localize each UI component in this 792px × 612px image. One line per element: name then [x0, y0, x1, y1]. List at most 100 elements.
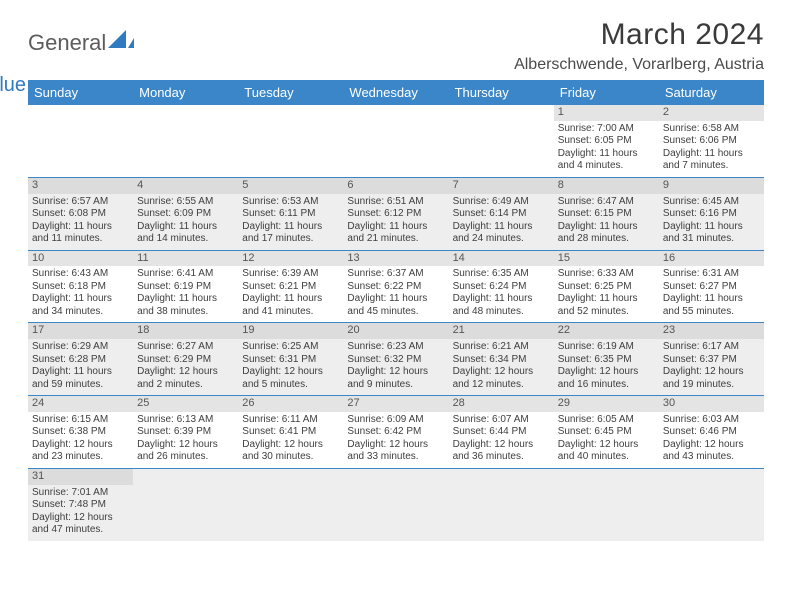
day-number: 10 [28, 251, 133, 267]
calendar-day: 31Sunrise: 7:01 AMSunset: 7:48 PMDayligh… [28, 469, 133, 541]
sunset-text: Sunset: 6:45 PM [558, 426, 655, 439]
calendar-day [133, 469, 238, 541]
page-header: General Blue March 2024 Alberschwende, V… [28, 18, 764, 74]
daylight-text: Daylight: 12 hours and 5 minutes. [242, 366, 339, 391]
sunrise-text: Sunrise: 6:51 AM [347, 196, 444, 209]
calendar-day: 14Sunrise: 6:35 AMSunset: 6:24 PMDayligh… [449, 251, 554, 323]
day-number: 29 [554, 396, 659, 412]
calendar-day [343, 105, 448, 177]
day-header-thursday: Thursday [449, 80, 554, 105]
sunrise-text: Sunrise: 7:01 AM [32, 487, 129, 500]
sunset-text: Sunset: 6:44 PM [453, 426, 550, 439]
calendar-day: 20Sunrise: 6:23 AMSunset: 6:32 PMDayligh… [343, 323, 448, 395]
logo-sail-icon [108, 28, 134, 54]
sunrise-text: Sunrise: 6:27 AM [137, 341, 234, 354]
sunset-text: Sunset: 6:14 PM [453, 208, 550, 221]
day-number: 17 [28, 323, 133, 339]
sunrise-text: Sunrise: 6:07 AM [453, 414, 550, 427]
sunset-text: Sunset: 6:16 PM [663, 208, 760, 221]
day-number: 19 [238, 323, 343, 339]
day-number: 18 [133, 323, 238, 339]
sunset-text: Sunset: 6:27 PM [663, 281, 760, 294]
sunset-text: Sunset: 6:34 PM [453, 354, 550, 367]
day-number: 27 [343, 396, 448, 412]
daylight-text: Daylight: 12 hours and 23 minutes. [32, 439, 129, 464]
day-number: 6 [343, 178, 448, 194]
calendar-day: 13Sunrise: 6:37 AMSunset: 6:22 PMDayligh… [343, 251, 448, 323]
calendar-day: 9 Sunrise: 6:45 AMSunset: 6:16 PMDaylight… [659, 178, 764, 250]
daylight-text: Daylight: 12 hours and 19 minutes. [663, 366, 760, 391]
daylight-text: Daylight: 12 hours and 33 minutes. [347, 439, 444, 464]
day-number: 21 [449, 323, 554, 339]
sunrise-text: Sunrise: 6:39 AM [242, 268, 339, 281]
sunset-text: Sunset: 6:28 PM [32, 354, 129, 367]
day-number: 13 [343, 251, 448, 267]
day-number: 4 [133, 178, 238, 194]
sunrise-text: Sunrise: 6:23 AM [347, 341, 444, 354]
day-header-tuesday: Tuesday [238, 80, 343, 105]
calendar-body: 1Sunrise: 7:00 AMSunset: 6:05 PMDaylight… [28, 105, 764, 541]
daylight-text: Daylight: 11 hours and 34 minutes. [32, 293, 129, 318]
day-number: 12 [238, 251, 343, 267]
day-header-saturday: Saturday [659, 80, 764, 105]
calendar-day: 5Sunrise: 6:53 AMSunset: 6:11 PMDaylight… [238, 178, 343, 250]
month-title: March 2024 [514, 18, 764, 52]
sunrise-text: Sunrise: 6:31 AM [663, 268, 760, 281]
calendar-day [449, 469, 554, 541]
sunrise-text: Sunrise: 6:03 AM [663, 414, 760, 427]
sunrise-text: Sunrise: 6:41 AM [137, 268, 234, 281]
logo-text-blue: Blue [0, 74, 26, 96]
sunset-text: Sunset: 6:32 PM [347, 354, 444, 367]
sunset-text: Sunset: 6:09 PM [137, 208, 234, 221]
daylight-text: Daylight: 11 hours and 11 minutes. [32, 221, 129, 246]
sunrise-text: Sunrise: 6:58 AM [663, 123, 760, 136]
day-number: 5 [238, 178, 343, 194]
sunset-text: Sunset: 6:22 PM [347, 281, 444, 294]
calendar-day: 28Sunrise: 6:07 AMSunset: 6:44 PMDayligh… [449, 396, 554, 468]
sunrise-text: Sunrise: 6:45 AM [663, 196, 760, 209]
title-block: March 2024 Alberschwende, Vorarlberg, Au… [514, 18, 764, 74]
sunset-text: Sunset: 6:12 PM [347, 208, 444, 221]
daylight-text: Daylight: 12 hours and 30 minutes. [242, 439, 339, 464]
sunrise-text: Sunrise: 6:33 AM [558, 268, 655, 281]
day-number: 26 [238, 396, 343, 412]
daylight-text: Daylight: 11 hours and 55 minutes. [663, 293, 760, 318]
sunset-text: Sunset: 6:06 PM [663, 135, 760, 148]
sunset-text: Sunset: 6:05 PM [558, 135, 655, 148]
sunset-text: Sunset: 6:11 PM [242, 208, 339, 221]
calendar-day: 29Sunrise: 6:05 AMSunset: 6:45 PMDayligh… [554, 396, 659, 468]
calendar-day: 21Sunrise: 6:21 AMSunset: 6:34 PMDayligh… [449, 323, 554, 395]
sunset-text: Sunset: 7:48 PM [32, 499, 129, 512]
sunrise-text: Sunrise: 6:13 AM [137, 414, 234, 427]
day-number: 7 [449, 178, 554, 194]
sunrise-text: Sunrise: 6:19 AM [558, 341, 655, 354]
sunrise-text: Sunrise: 7:00 AM [558, 123, 655, 136]
calendar-day: 11Sunrise: 6:41 AMSunset: 6:19 PMDayligh… [133, 251, 238, 323]
sunrise-text: Sunrise: 6:21 AM [453, 341, 550, 354]
calendar-day: 10Sunrise: 6:43 AMSunset: 6:18 PMDayligh… [28, 251, 133, 323]
day-number: 24 [28, 396, 133, 412]
calendar-day: 23Sunrise: 6:17 AMSunset: 6:37 PMDayligh… [659, 323, 764, 395]
sunset-text: Sunset: 6:25 PM [558, 281, 655, 294]
day-number: 11 [133, 251, 238, 267]
day-number: 30 [659, 396, 764, 412]
day-number: 9 [659, 178, 764, 194]
calendar-day: 8Sunrise: 6:47 AMSunset: 6:15 PMDaylight… [554, 178, 659, 250]
sunrise-text: Sunrise: 6:49 AM [453, 196, 550, 209]
day-number: 22 [554, 323, 659, 339]
logo-text-general: General [28, 30, 106, 56]
daylight-text: Daylight: 11 hours and 31 minutes. [663, 221, 760, 246]
sunset-text: Sunset: 6:18 PM [32, 281, 129, 294]
daylight-text: Daylight: 12 hours and 36 minutes. [453, 439, 550, 464]
sunrise-text: Sunrise: 6:43 AM [32, 268, 129, 281]
calendar-week: 10Sunrise: 6:43 AMSunset: 6:18 PMDayligh… [28, 251, 764, 324]
sunset-text: Sunset: 6:46 PM [663, 426, 760, 439]
sunrise-text: Sunrise: 6:15 AM [32, 414, 129, 427]
calendar-day [238, 105, 343, 177]
calendar-week: 1Sunrise: 7:00 AMSunset: 6:05 PMDaylight… [28, 105, 764, 178]
daylight-text: Daylight: 12 hours and 43 minutes. [663, 439, 760, 464]
sunset-text: Sunset: 6:31 PM [242, 354, 339, 367]
calendar-day: 6Sunrise: 6:51 AMSunset: 6:12 PMDaylight… [343, 178, 448, 250]
calendar-day: 27Sunrise: 6:09 AMSunset: 6:42 PMDayligh… [343, 396, 448, 468]
daylight-text: Daylight: 11 hours and 41 minutes. [242, 293, 339, 318]
